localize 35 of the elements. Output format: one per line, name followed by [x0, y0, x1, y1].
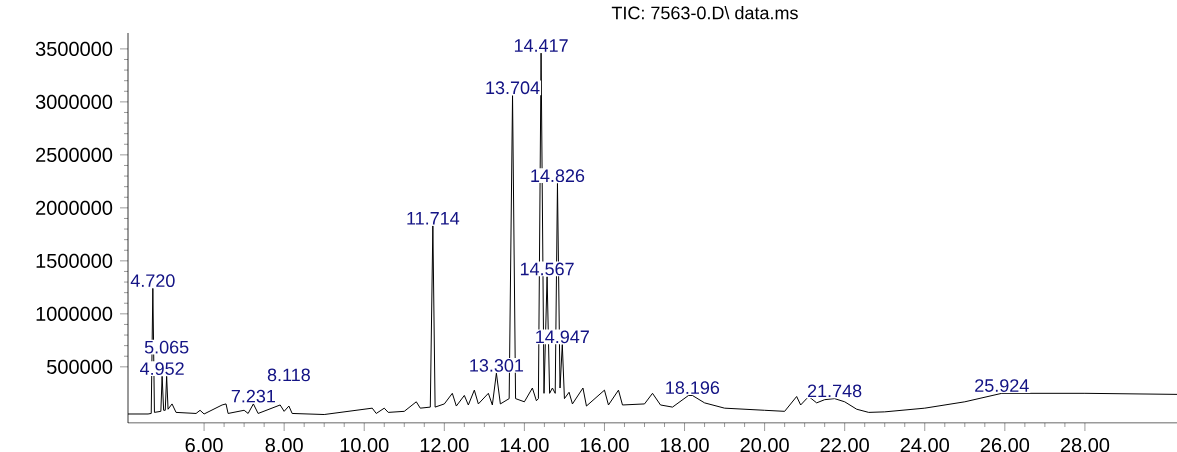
y-tick-label: 1000000: [36, 306, 113, 321]
annotation: 8.118: [267, 368, 310, 382]
annotation: 7.231: [231, 389, 275, 403]
x-tick-label: 26.00: [980, 438, 1030, 452]
annotation: 5.065: [144, 340, 189, 354]
annotation: 18.196: [666, 381, 720, 395]
annotation: 14.567: [520, 262, 574, 276]
y-tick-label: 2500000: [36, 147, 113, 162]
x-tick-label: 28.00: [1060, 438, 1110, 452]
annotation: 4.952: [140, 362, 184, 375]
x-tick-label: 6.00: [185, 438, 223, 452]
x-tick-label: 20.00: [740, 438, 789, 452]
x-tick-label: 10.00: [340, 438, 389, 452]
annotation: 14.826: [531, 169, 585, 183]
annotation: 13.704: [486, 81, 540, 95]
chart-title: TIC: 7563-0.D\ data.ms: [611, 6, 798, 20]
x-tick-label: 14.00: [500, 438, 549, 452]
annotation: 25.924: [975, 379, 1029, 392]
y-tick-label: 3000000: [35, 94, 113, 109]
annotation: 14.417: [514, 39, 568, 52]
annotation: 14.947: [536, 330, 589, 344]
annotation: 11.714: [407, 212, 460, 225]
y-tick-label: 500000: [47, 359, 113, 374]
x-tick-label: 24.00: [900, 438, 950, 452]
y-tick-label: 3500000: [35, 41, 113, 56]
annotation: 13.301: [470, 359, 524, 372]
x-tick-label: 12.00: [420, 438, 469, 452]
y-tick-label: 2000000: [36, 200, 113, 215]
y-tick-label: 1500000: [36, 253, 113, 268]
annotation: 4.720: [130, 274, 175, 288]
annotation: 21.748: [807, 384, 862, 398]
x-tick-label: 16.00: [580, 438, 629, 452]
x-tick-label: 8.00: [265, 438, 303, 452]
x-tick-label: 22.00: [820, 438, 869, 452]
x-tick-label: 18.00: [661, 438, 709, 452]
